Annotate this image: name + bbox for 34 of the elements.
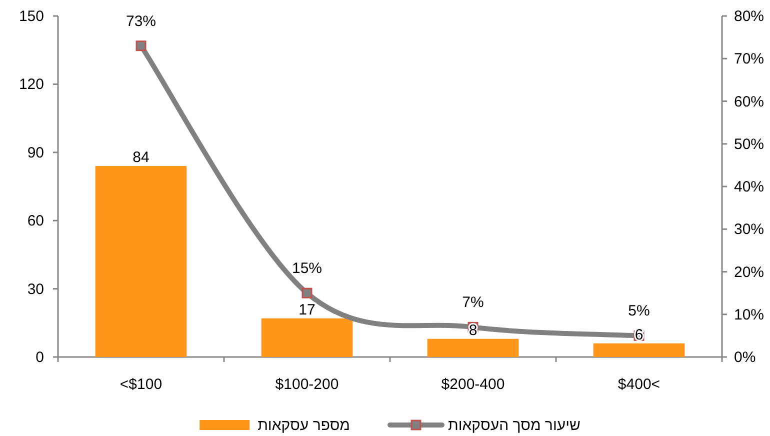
legend-label: שיעור מסך העסקאות bbox=[448, 417, 580, 434]
data-label: 17 bbox=[298, 301, 316, 318]
y2-tick-label: 50% bbox=[734, 136, 764, 153]
bar bbox=[261, 318, 353, 357]
data-label: 73% bbox=[126, 12, 156, 30]
bar bbox=[593, 343, 685, 357]
data-label: 6 bbox=[634, 326, 644, 344]
y-tick-label: 30 bbox=[27, 280, 44, 298]
data-label: 5% bbox=[628, 302, 650, 320]
y2-tick-label: 70% bbox=[734, 50, 764, 68]
point bbox=[136, 40, 146, 52]
bar bbox=[95, 166, 187, 357]
bar bbox=[427, 338, 519, 357]
y2-tick-label: 10% bbox=[734, 306, 764, 324]
legend-label: מספר עסקאות bbox=[258, 417, 350, 434]
y-tick-label: 120 bbox=[18, 76, 44, 94]
y2-tick-label: 0% bbox=[734, 349, 756, 366]
y-tick-label: 0 bbox=[36, 349, 44, 366]
data-label: 15% bbox=[292, 260, 322, 278]
data-label: 84 bbox=[132, 149, 150, 166]
data-label: 7% bbox=[462, 294, 484, 312]
y-tick-label: 60 bbox=[27, 212, 44, 230]
point bbox=[302, 288, 312, 298]
x-tick-label: $100-200 bbox=[275, 376, 339, 393]
x-tick-label: <$100 bbox=[120, 376, 162, 393]
y2-tick-label: 30% bbox=[734, 221, 764, 238]
y-tick-label: 90 bbox=[27, 144, 44, 162]
y2-tick-label: 60% bbox=[734, 93, 764, 110]
y-tick-label: 150 bbox=[18, 8, 44, 25]
x-tick-label: $200-400 bbox=[441, 376, 505, 393]
x-tick-label: $400< bbox=[618, 376, 660, 393]
y2-tick-label: 80% bbox=[734, 8, 764, 25]
y2-tick-label: 40% bbox=[734, 178, 764, 196]
y2-tick-label: 20% bbox=[734, 264, 764, 281]
